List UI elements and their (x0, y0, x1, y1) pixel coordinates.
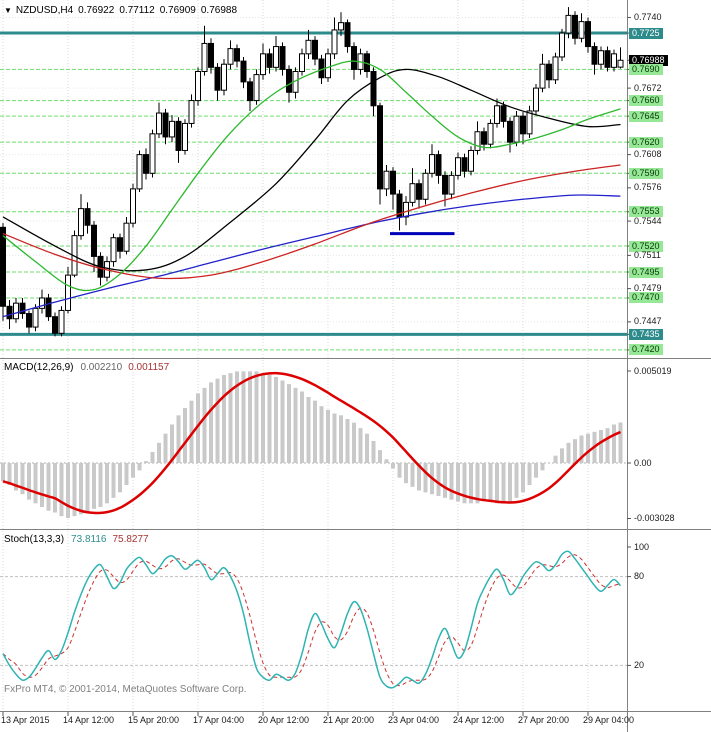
ohlc-high: 0.77112 (119, 5, 155, 16)
macd-indicator-label: MACD(12,26,9) 0.002210 0.001157 (4, 362, 169, 373)
ma-green (2, 60, 621, 292)
chart-symbol-icon: ▼ (4, 6, 12, 15)
stoch-k-value: 73.8116 (71, 534, 107, 545)
macd-name: MACD(12,26,9) (4, 362, 74, 373)
stoch-name: Stoch(13,3,3) (4, 534, 65, 545)
macd-main-value: 0.002210 (80, 362, 123, 373)
symbol-period-label: NZDUSD,H4 (15, 5, 74, 16)
ma-blue (2, 194, 621, 318)
ohlc-open: 0.76922 (78, 5, 115, 16)
ma-black (2, 68, 621, 272)
copyright-text: FxPro MT4, © 2001-2014, MetaQuotes Softw… (4, 684, 247, 695)
ma-red (2, 164, 621, 280)
ohlc-low: 0.76909 (159, 5, 196, 16)
chart-title: ▼ NZDUSD,H4 0.76922 0.77112 0.76909 0.76988 (4, 5, 237, 16)
ohlc-close: 0.76988 (200, 5, 238, 16)
stoch-d-value: 75.8277 (112, 534, 149, 545)
stoch-indicator-label: Stoch(13,3,3) 73.8116 75.8277 (4, 534, 149, 545)
macd-signal-value: 0.001157 (128, 362, 170, 373)
